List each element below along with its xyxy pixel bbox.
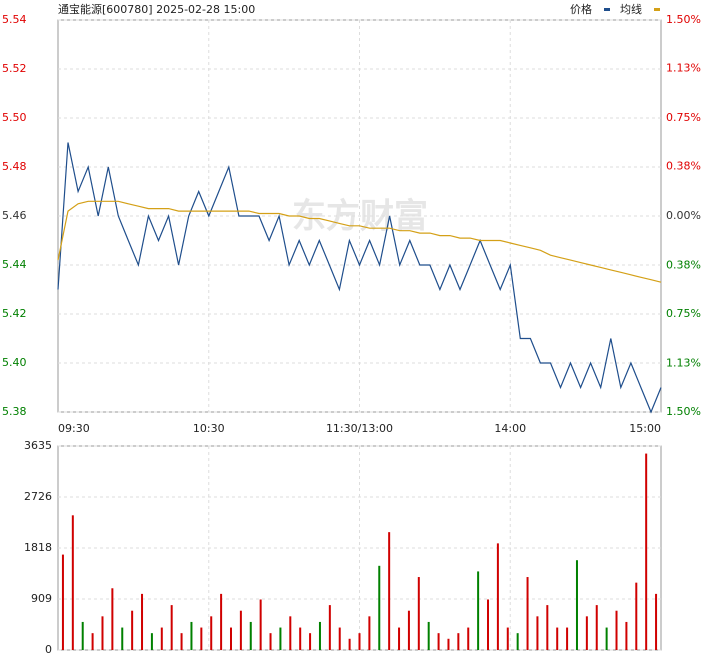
legend-label: 价格 — [570, 2, 592, 16]
y2-tick-label: 0.00% — [666, 209, 701, 222]
volume-bar — [318, 621, 321, 650]
y-tick-label: 5.50 — [2, 111, 27, 124]
volume-bar — [368, 616, 371, 650]
volume-bar — [91, 633, 94, 650]
y-tick-label: 5.46 — [2, 209, 27, 222]
volume-bar — [121, 627, 124, 650]
volume-bar — [506, 627, 509, 650]
volume-bar — [398, 627, 401, 650]
x-tick-label: 11:30/13:00 — [326, 422, 393, 435]
volume-bar — [467, 627, 470, 650]
volume-bar — [259, 599, 262, 650]
volume-bar — [190, 621, 193, 650]
x-tick-label: 14:00 — [494, 422, 526, 435]
y2-tick-label: 1.13% — [666, 61, 701, 74]
volume-bar — [526, 577, 529, 650]
volume-bar — [200, 627, 203, 650]
volume-bar — [575, 560, 578, 650]
volume-bar — [427, 621, 430, 650]
y-tick-label: 5.38 — [2, 405, 27, 418]
y-tick-label: 5.52 — [2, 62, 27, 75]
volume-bar — [81, 621, 84, 650]
legend-swatch — [604, 8, 610, 11]
volume-bar — [487, 599, 490, 650]
volume-bar — [378, 565, 381, 650]
volume-bar — [566, 627, 569, 650]
y2-tick-label: 0.75% — [666, 111, 701, 124]
x-tick-label: 09:30 — [58, 422, 90, 435]
volume-bar — [417, 577, 420, 650]
volume-bar — [635, 582, 638, 650]
volume-bar — [309, 633, 312, 650]
y-tick-label: 0 — [45, 643, 52, 655]
y-tick-label: 5.48 — [2, 160, 27, 173]
y2-tick-label: 1.50% — [666, 405, 701, 418]
y-tick-label: 5.40 — [2, 356, 27, 369]
volume-bar — [516, 633, 519, 650]
volume-bar — [269, 633, 272, 650]
volume-bar — [141, 593, 144, 650]
volume-bar — [447, 638, 450, 650]
volume-bar — [220, 593, 223, 650]
volume-bar — [328, 605, 331, 650]
volume-bar — [299, 627, 302, 650]
volume-bar — [249, 621, 252, 650]
legend-label: 均线 — [620, 2, 642, 16]
volume-bar — [210, 616, 213, 650]
x-tick-label: 15:00 — [629, 422, 661, 435]
volume-bar — [496, 543, 499, 650]
volume-bar — [407, 610, 410, 650]
volume-bar — [71, 515, 74, 650]
volume-bar — [585, 616, 588, 650]
volume-bar — [180, 633, 183, 650]
y-tick-label: 5.44 — [2, 258, 27, 271]
volume-bar — [358, 633, 361, 650]
chart-title: 通宝能源[600780] 2025-02-28 15:00 — [58, 2, 255, 16]
volume-bar — [111, 588, 114, 650]
y-tick-label: 5.42 — [2, 307, 27, 320]
volume-bar — [289, 616, 292, 650]
y2-tick-label: 1.13% — [666, 357, 701, 370]
volume-bar — [536, 616, 539, 650]
volume-bar — [556, 627, 559, 650]
volume-bar — [131, 610, 134, 650]
volume-bar — [625, 621, 628, 650]
y-tick-label: 3635 — [24, 439, 52, 452]
volume-bar — [101, 616, 104, 650]
volume-bar — [229, 627, 232, 650]
volume-bar — [150, 633, 153, 650]
volume-bar — [655, 593, 658, 650]
y2-tick-label: 0.75% — [666, 307, 701, 320]
volume-bar — [279, 627, 282, 650]
x-tick-label: 10:30 — [193, 422, 225, 435]
y-tick-label: 1818 — [24, 541, 52, 554]
volume-bar — [160, 627, 163, 650]
price-line — [57, 200, 662, 283]
volume-bar — [338, 627, 341, 650]
y-tick-label: 5.54 — [2, 13, 27, 26]
volume-bar — [477, 571, 480, 650]
volume-bar — [61, 554, 64, 650]
volume-bar — [546, 605, 549, 650]
y-tick-label: 2726 — [24, 490, 52, 503]
volume-bar — [388, 532, 391, 650]
y-tick-label: 909 — [31, 592, 52, 605]
legend-swatch — [654, 8, 660, 11]
price-line — [57, 142, 662, 414]
volume-bar — [437, 633, 440, 650]
volume-bar — [605, 627, 608, 650]
volume-bar — [615, 610, 618, 650]
volume-bar — [239, 610, 242, 650]
y2-tick-label: 0.38% — [666, 259, 701, 272]
volume-bar — [457, 633, 460, 650]
volume-bar — [170, 605, 173, 650]
y2-tick-label: 0.38% — [666, 159, 701, 172]
volume-bar — [348, 638, 351, 650]
volume-bar — [595, 605, 598, 650]
volume-bar — [645, 453, 648, 650]
y2-tick-label: 1.50% — [666, 13, 701, 26]
